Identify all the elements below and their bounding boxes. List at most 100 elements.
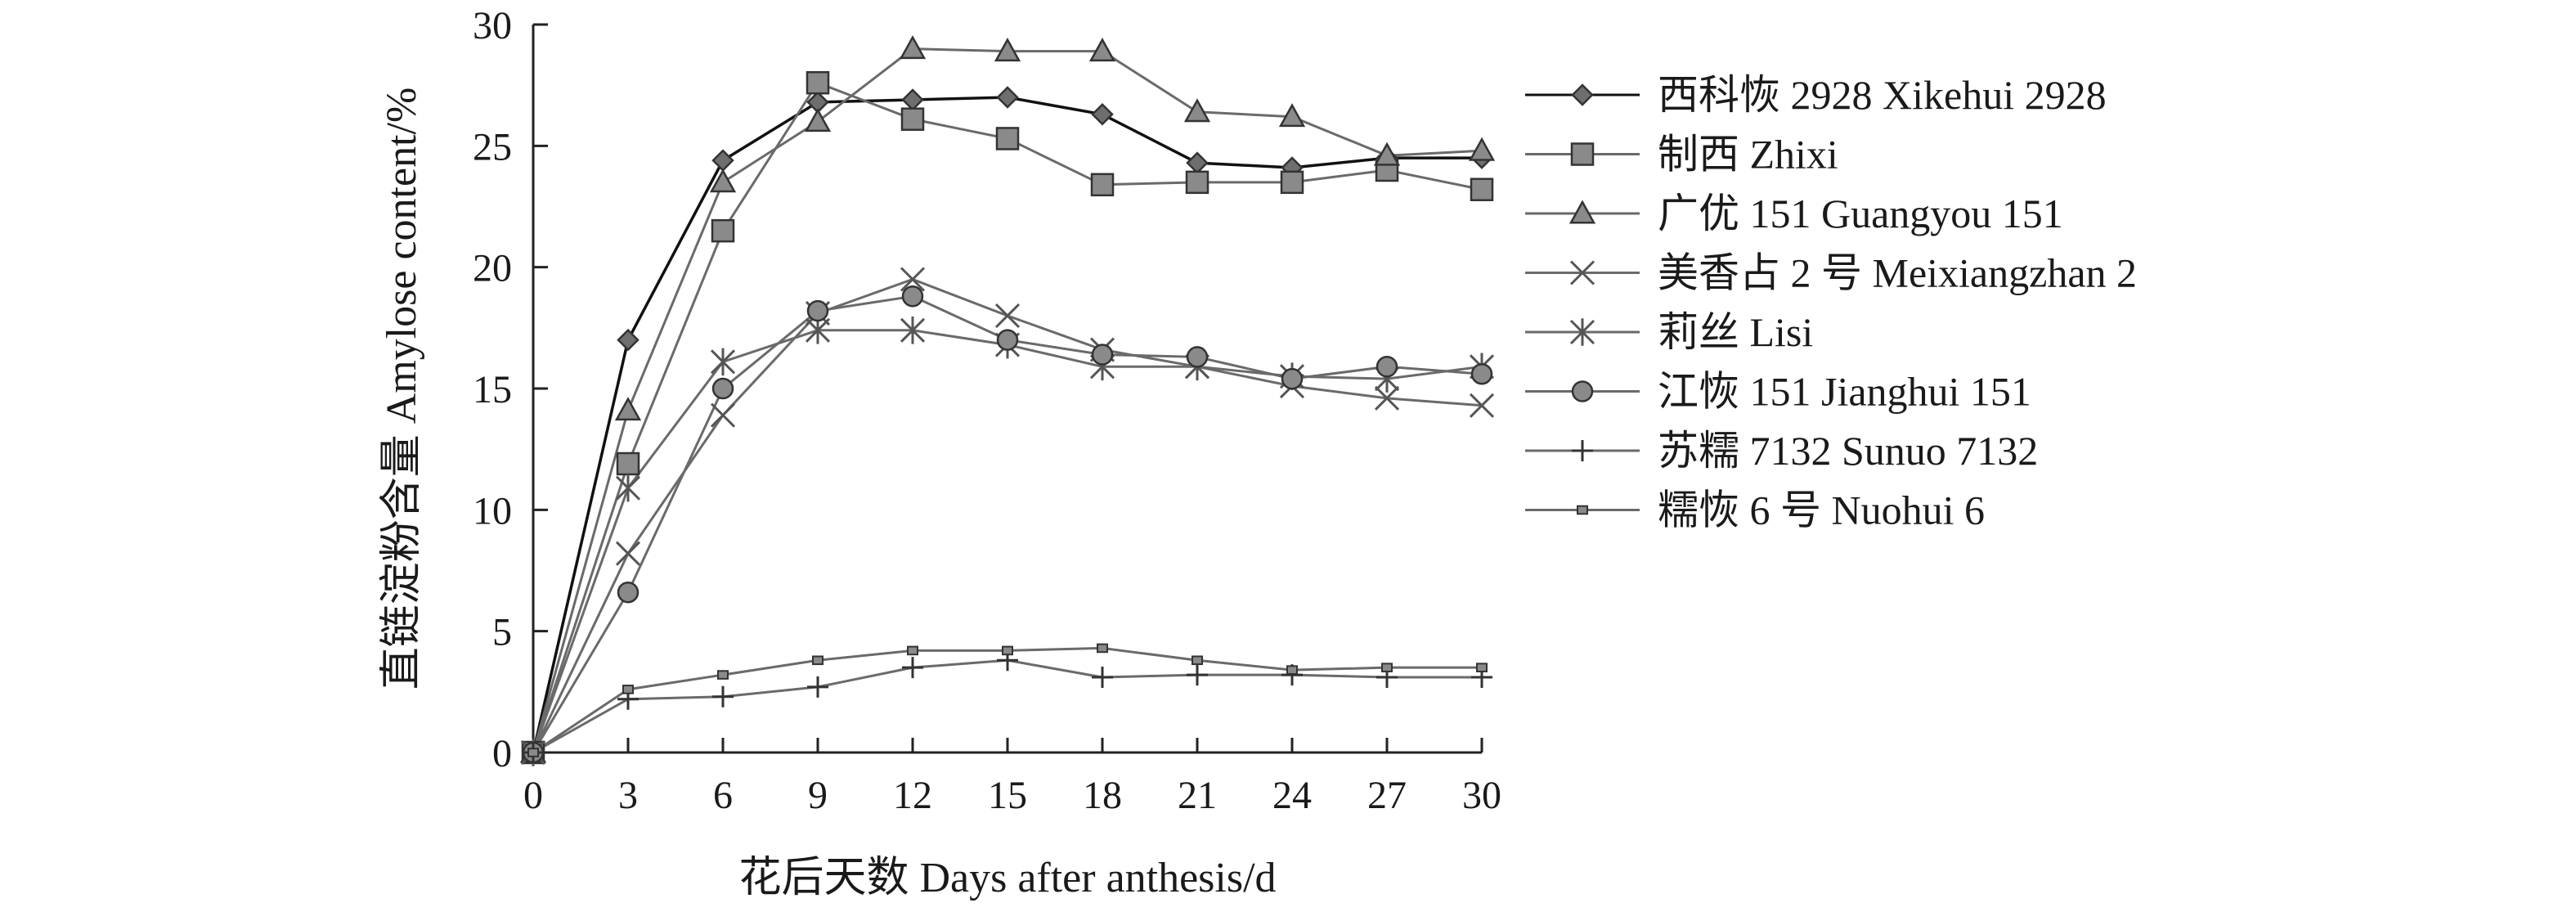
y-tick-label: 5 [492,611,512,654]
data-point-series-7 [812,655,824,666]
series-markers [519,35,1496,766]
data-point-series-1 [1090,173,1115,197]
data-point-series-3 [1469,393,1495,418]
data-point-series-6 [1187,664,1208,686]
data-point-series-2 [1088,38,1116,62]
legend-label: 苏糯 7132 Sunuo 7132 [1658,428,2038,474]
legend-label: 广优 151 Guangyou 151 [1658,191,2063,236]
x-tick-label: 27 [1367,774,1407,817]
data-point-series-1 [806,70,830,95]
legend-marker [1569,318,1595,346]
data-point-series-0 [1186,151,1209,174]
data-point-series-0 [1091,102,1114,126]
data-point-series-0 [996,86,1019,109]
data-point-series-2 [899,35,927,60]
data-point-series-5 [1470,362,1493,385]
data-point-series-1 [1185,170,1209,195]
legend-marker [1569,260,1595,285]
y-tick-label: 25 [473,125,512,168]
data-point-series-7 [1381,663,1393,672]
legend-marker [1572,440,1593,461]
y-tick-label: 20 [473,247,512,290]
data-point-series-7 [907,645,918,656]
data-point-series-7 [1192,655,1203,666]
data-point-series-0 [617,328,640,352]
data-point-series-5 [617,581,640,604]
legend-marker [1571,83,1594,106]
data-point-series-2 [1183,98,1211,123]
data-point-series-2 [709,168,737,193]
data-point-series-6 [1092,667,1113,689]
data-point-series-2 [1468,137,1496,161]
data-point-series-5 [901,285,924,308]
x-tick-label: 15 [988,774,1027,817]
data-point-series-0 [711,149,734,172]
x-tick-label: 18 [1083,774,1122,817]
data-point-series-7 [717,670,729,680]
data-point-series-1 [711,218,735,243]
legend-label: 糯恢 6 号 Nuohui 6 [1658,487,1985,533]
data-point-series-5 [1281,367,1304,390]
series-line-4 [532,329,1483,753]
data-point-series-5 [711,377,734,400]
x-axis-title: 花后天数 Days after anthesis/d [738,855,1276,901]
data-point-series-7 [1286,665,1298,675]
data-point-series-1 [900,107,925,131]
axis-ticks: 0 5 10 15 20 25 30 0 3 6 9 12 15 18 21 24 27 30 [473,4,1501,817]
y-tick-label: 0 [492,732,512,775]
data-point-series-5 [806,299,829,322]
data-point-series-4 [710,348,736,376]
legend-label: 西科恢 2928 Xikehui 2928 [1658,72,2107,118]
data-point-series-4 [615,474,641,502]
data-point-series-2 [804,108,832,133]
x-tick-label: 9 [808,774,828,817]
data-point-series-7 [1002,645,1013,656]
data-point-series-5 [1376,356,1398,378]
x-tick-label: 24 [1272,774,1312,817]
data-point-series-2 [994,38,1021,62]
data-point-series-1 [1470,177,1494,201]
data-point-series-6 [712,685,734,708]
data-point-series-3 [710,402,736,428]
data-point-series-1 [1280,170,1304,195]
x-tick-label: 3 [618,774,638,817]
data-point-series-2 [1278,103,1306,128]
data-point-series-5 [996,329,1019,351]
data-point-series-7 [1476,663,1488,672]
data-point-series-2 [614,397,642,421]
y-tick-label: 10 [473,489,512,532]
series-line-5 [532,294,1483,753]
legend-marker [1570,142,1595,166]
x-tick-label: 12 [893,774,932,817]
data-point-series-7 [622,685,634,694]
legend-label: 美香占 2 号 Meixiangzhan 2 [1658,250,2137,296]
data-point-series-3 [994,303,1021,329]
data-point-series-4 [900,317,926,344]
data-point-series-2 [1373,142,1401,166]
legend-label: 江恢 151 Jianghui 151 [1658,369,2031,415]
legend-label: 莉丝 Lisi [1658,309,1813,355]
data-point-series-1 [995,127,1020,151]
data-point-series-1 [616,452,640,476]
y-tick-label: 30 [473,4,512,47]
legend: 西科恢 2928 Xikehui 2928 制西 Zhixi 广优 151 Guan… [1525,72,2137,533]
legend-label: 制西 Zhixi [1658,132,1838,177]
data-point-series-7 [1097,643,1108,654]
legend-marker [1568,200,1596,224]
data-point-series-5 [1091,344,1114,366]
legend-marker [1577,505,1588,515]
data-point-series-3 [615,541,641,566]
data-point-series-5 [1186,346,1209,368]
y-axis-title: 直链淀粉含量 Amylose content/% [379,88,425,690]
x-tick-label: 0 [523,774,543,817]
x-tick-label: 21 [1178,774,1217,817]
x-tick-label: 6 [713,774,733,817]
y-tick-label: 15 [473,368,512,411]
data-point-series-7 [527,748,539,757]
data-point-series-3 [1374,385,1400,411]
legend-marker [1571,380,1594,402]
data-point-series-3 [900,267,926,292]
data-point-series-6 [902,657,923,679]
data-point-series-6 [807,676,828,698]
